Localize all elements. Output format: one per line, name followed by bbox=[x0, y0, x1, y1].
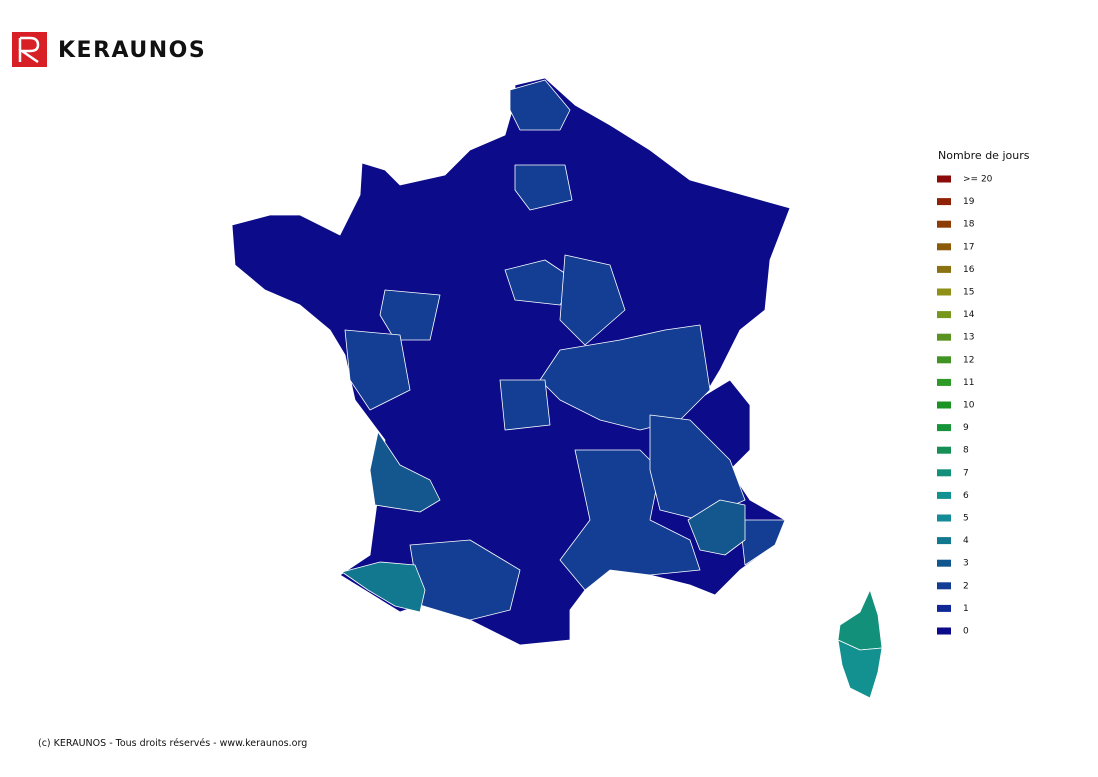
region bbox=[559, 254, 626, 346]
legend-swatch bbox=[937, 604, 951, 612]
legend-label: >= 20 bbox=[963, 175, 993, 185]
corsica-south bbox=[837, 639, 883, 699]
region bbox=[739, 519, 786, 566]
legend-label: 7 bbox=[963, 468, 969, 478]
region bbox=[687, 499, 746, 556]
logo-text: KERAUNOS bbox=[58, 38, 206, 63]
legend-swatch bbox=[937, 446, 951, 454]
legend-swatch bbox=[937, 220, 951, 228]
map bbox=[231, 77, 883, 699]
region bbox=[344, 329, 411, 411]
legend-label: 3 bbox=[963, 559, 969, 569]
legend-swatch bbox=[937, 288, 951, 296]
legend-swatch bbox=[937, 333, 951, 341]
legend-swatch bbox=[937, 378, 951, 386]
footer: (c) KERAUNOS - Tous droits réservés - ww… bbox=[38, 738, 307, 749]
legend-swatch bbox=[937, 401, 951, 409]
legend-swatch bbox=[937, 311, 951, 319]
mainland bbox=[231, 77, 791, 646]
legend-label: 10 bbox=[963, 401, 975, 411]
legend-swatch bbox=[937, 559, 951, 567]
legend-label: 11 bbox=[963, 378, 974, 388]
legend-swatch bbox=[937, 243, 951, 251]
region bbox=[369, 431, 441, 513]
region bbox=[514, 164, 573, 211]
legend-swatch bbox=[937, 514, 951, 522]
legend-label: 15 bbox=[963, 288, 974, 298]
logo-letter bbox=[17, 36, 40, 64]
region bbox=[499, 379, 551, 431]
legend-swatch bbox=[937, 627, 951, 635]
legend-swatch bbox=[937, 198, 951, 206]
legend-title: Nombre de jours bbox=[938, 149, 1030, 162]
legend-label: 8 bbox=[963, 446, 969, 456]
legend-label: 1 bbox=[963, 604, 969, 614]
legend: Nombre de jours >= 201918171615141312111… bbox=[937, 149, 1030, 637]
legend-label: 2 bbox=[963, 581, 969, 591]
legend-label: 6 bbox=[963, 491, 969, 501]
legend-label: 14 bbox=[963, 310, 975, 320]
legend-swatch bbox=[937, 537, 951, 545]
legend-label: 4 bbox=[963, 536, 969, 546]
legend-label: 0 bbox=[963, 627, 969, 637]
region bbox=[379, 289, 441, 341]
legend-label: 9 bbox=[963, 423, 969, 433]
legend-label: 5 bbox=[963, 514, 969, 524]
legend-swatch bbox=[937, 582, 951, 590]
legend-swatch bbox=[937, 491, 951, 499]
legend-swatch bbox=[937, 424, 951, 432]
legend-label: 19 bbox=[963, 197, 975, 207]
corsica-north bbox=[837, 589, 883, 651]
legend-label: 12 bbox=[963, 355, 974, 365]
logo: KERAUNOS bbox=[12, 32, 206, 67]
legend-swatch bbox=[937, 265, 951, 273]
legend-label: 16 bbox=[963, 265, 975, 275]
region bbox=[509, 79, 571, 131]
legend-swatch bbox=[937, 469, 951, 477]
legend-label: 13 bbox=[963, 333, 974, 343]
region bbox=[341, 561, 426, 613]
legend-swatch bbox=[937, 356, 951, 364]
legend-label: 17 bbox=[963, 242, 974, 252]
legend-label: 18 bbox=[963, 220, 975, 230]
legend-swatch bbox=[937, 175, 951, 183]
